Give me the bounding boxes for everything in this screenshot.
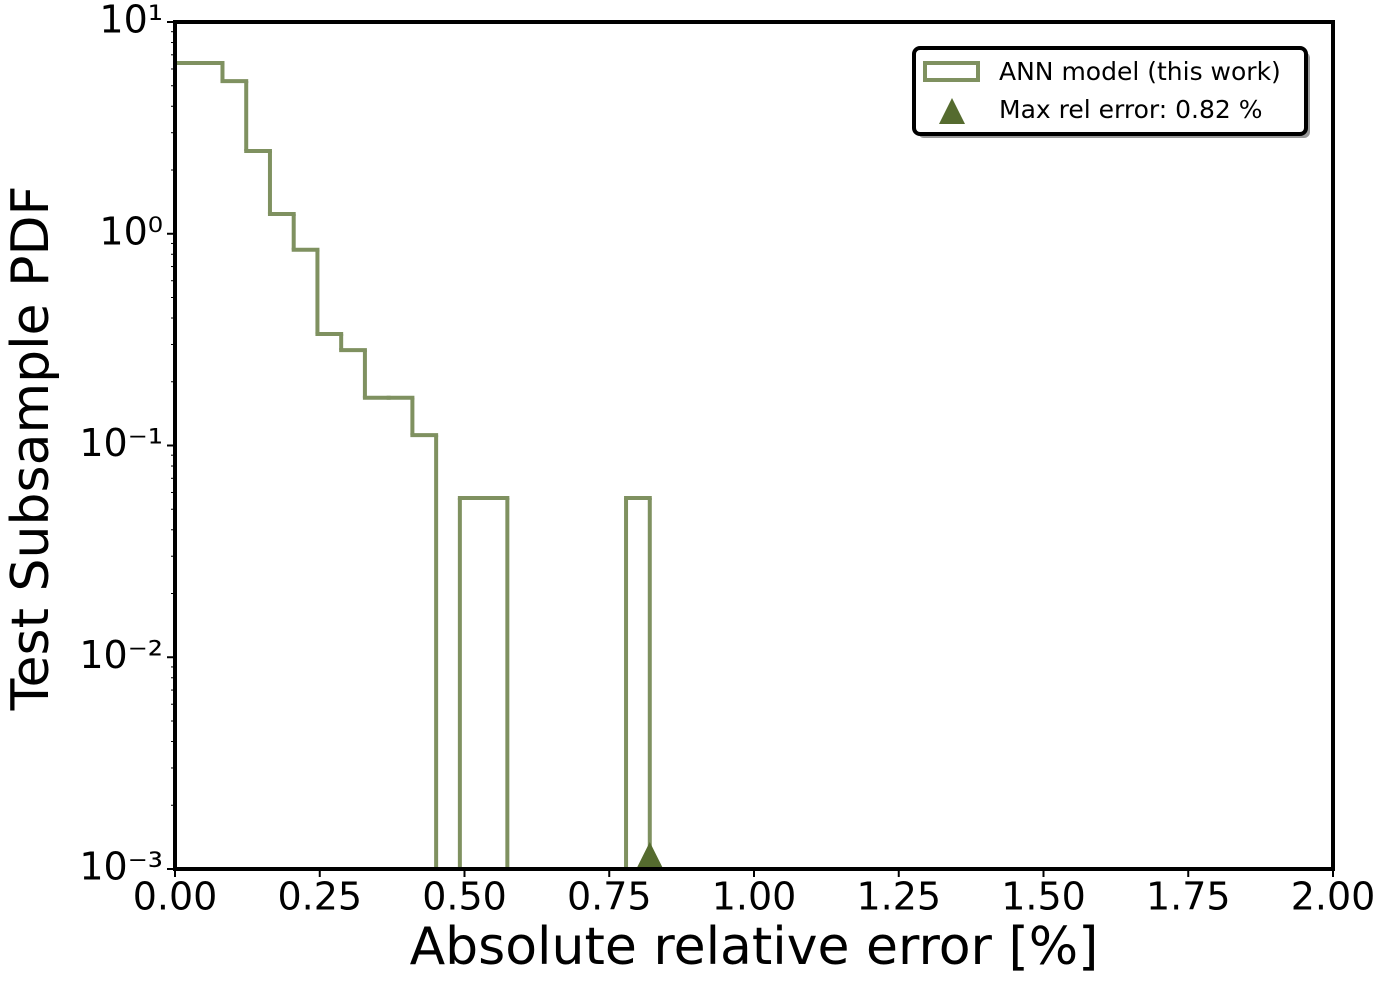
y-tick-label: 10⁰ (99, 209, 163, 253)
y-axis-label: Test Subsample PDF (1, 186, 61, 712)
x-tick-label: 1.25 (856, 875, 941, 919)
max-error-marker (636, 841, 663, 868)
x-tick-label: 0.00 (133, 875, 218, 919)
y-tick-label: 10⁻² (79, 633, 163, 677)
x-axis-label: Absolute relative error [%] (410, 917, 1099, 977)
legend-marker (939, 98, 965, 124)
legend (912, 46, 1308, 136)
x-tick-label: 1.00 (712, 875, 797, 919)
x-tick-label: 1.50 (1001, 875, 1086, 919)
x-tick-label: 0.50 (422, 875, 507, 919)
y-tick-label: 10⁻³ (79, 845, 163, 889)
x-tick-label: 0.25 (277, 875, 362, 919)
legend-label: ANN model (this work) (999, 57, 1281, 86)
x-tick-label: 2.00 (1291, 875, 1376, 919)
legend-swatch (923, 61, 980, 82)
legend-label: Max rel error: 0.82 % (999, 95, 1262, 124)
y-tick-label: 10⁻¹ (79, 421, 163, 465)
x-tick-label: 0.75 (567, 875, 652, 919)
y-tick-label: 10¹ (99, 0, 163, 42)
x-tick-label: 1.75 (1146, 875, 1231, 919)
plot-frame (173, 20, 1335, 871)
